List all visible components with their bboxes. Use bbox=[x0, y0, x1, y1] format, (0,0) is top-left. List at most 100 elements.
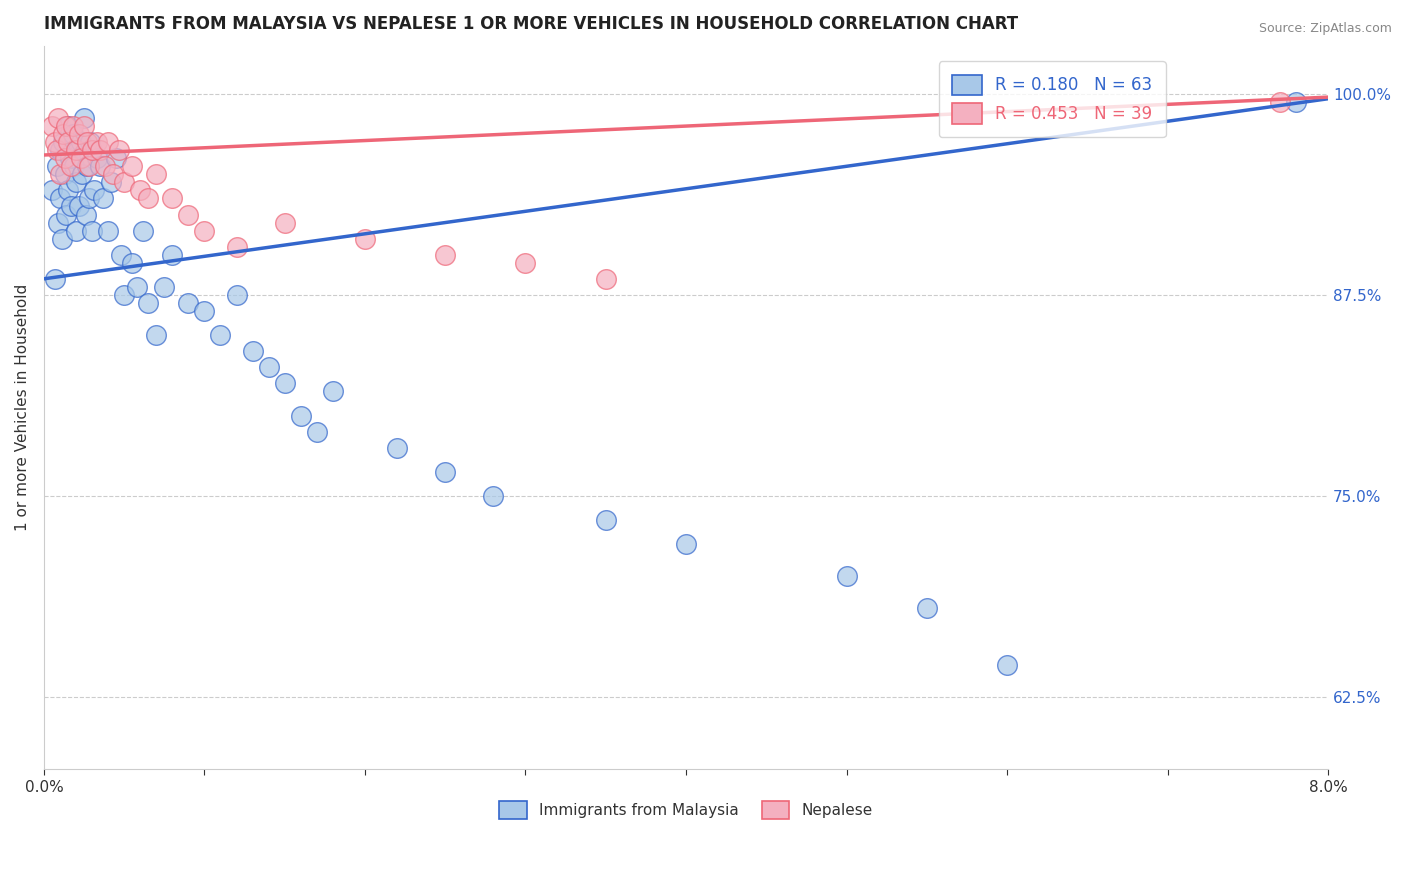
Point bbox=[101, 167, 124, 181]
Point bbox=[51, 232, 73, 246]
Point bbox=[79, 135, 101, 149]
Point bbox=[72, 167, 94, 181]
Point bbox=[595, 272, 617, 286]
Point bbox=[129, 183, 152, 197]
Point bbox=[46, 216, 69, 230]
Point bbox=[434, 465, 457, 479]
Point bbox=[89, 159, 111, 173]
Text: Source: ZipAtlas.com: Source: ZipAtlas.com bbox=[1258, 22, 1392, 36]
Point bbox=[177, 207, 200, 221]
Point bbox=[83, 183, 105, 197]
Point bbox=[515, 256, 537, 270]
Legend: Immigrants from Malaysia, Nepalese: Immigrants from Malaysia, Nepalese bbox=[492, 793, 880, 827]
Point bbox=[67, 199, 90, 213]
Point bbox=[41, 183, 63, 197]
Point bbox=[62, 127, 84, 141]
Y-axis label: 1 or more Vehicles in Household: 1 or more Vehicles in Household bbox=[15, 284, 30, 531]
Point bbox=[482, 489, 505, 503]
Point bbox=[53, 151, 76, 165]
Point bbox=[65, 143, 87, 157]
Point bbox=[97, 135, 120, 149]
Point bbox=[62, 119, 84, 133]
Point bbox=[76, 159, 98, 173]
Point bbox=[67, 127, 90, 141]
Point bbox=[257, 360, 280, 375]
Point bbox=[69, 151, 91, 165]
Point bbox=[915, 601, 938, 615]
Point bbox=[290, 409, 312, 423]
Point bbox=[63, 159, 86, 173]
Point bbox=[49, 143, 72, 157]
Point bbox=[44, 135, 66, 149]
Point bbox=[225, 288, 247, 302]
Point bbox=[80, 224, 103, 238]
Point bbox=[97, 224, 120, 238]
Point bbox=[1285, 95, 1308, 109]
Point bbox=[108, 143, 131, 157]
Point bbox=[75, 207, 97, 221]
Text: IMMIGRANTS FROM MALAYSIA VS NEPALESE 1 OR MORE VEHICLES IN HOUSEHOLD CORRELATION: IMMIGRANTS FROM MALAYSIA VS NEPALESE 1 O… bbox=[44, 15, 1018, 33]
Point bbox=[53, 167, 76, 181]
Point bbox=[193, 224, 215, 238]
Point bbox=[56, 135, 79, 149]
Point bbox=[162, 248, 184, 262]
Point bbox=[56, 183, 79, 197]
Point bbox=[60, 159, 83, 173]
Point bbox=[86, 151, 108, 165]
Point bbox=[44, 272, 66, 286]
Point bbox=[56, 119, 79, 133]
Point bbox=[145, 167, 167, 181]
Point bbox=[66, 143, 89, 157]
Point bbox=[322, 384, 344, 399]
Point bbox=[41, 119, 63, 133]
Point bbox=[46, 111, 69, 125]
Point bbox=[45, 159, 67, 173]
Point bbox=[242, 344, 264, 359]
Point bbox=[65, 175, 87, 189]
Point bbox=[145, 328, 167, 343]
Point bbox=[153, 280, 176, 294]
Point bbox=[225, 240, 247, 254]
Point bbox=[110, 248, 132, 262]
Point bbox=[121, 256, 143, 270]
Point bbox=[60, 199, 83, 213]
Point bbox=[136, 296, 159, 310]
Point bbox=[835, 569, 858, 583]
Point bbox=[354, 232, 377, 246]
Point bbox=[52, 135, 75, 149]
Point bbox=[45, 143, 67, 157]
Point bbox=[86, 135, 108, 149]
Point bbox=[77, 159, 100, 173]
Point bbox=[55, 207, 77, 221]
Point bbox=[112, 175, 135, 189]
Point bbox=[595, 513, 617, 527]
Point bbox=[1268, 95, 1291, 109]
Point bbox=[80, 143, 103, 157]
Point bbox=[162, 191, 184, 205]
Point bbox=[49, 191, 72, 205]
Point bbox=[995, 657, 1018, 672]
Point bbox=[55, 119, 77, 133]
Point bbox=[675, 537, 697, 551]
Point bbox=[52, 127, 75, 141]
Point bbox=[73, 119, 96, 133]
Point bbox=[89, 143, 111, 157]
Point bbox=[105, 151, 128, 165]
Point bbox=[385, 441, 408, 455]
Point bbox=[100, 175, 122, 189]
Point bbox=[209, 328, 232, 343]
Point bbox=[65, 224, 87, 238]
Point bbox=[434, 248, 457, 262]
Point bbox=[112, 288, 135, 302]
Point bbox=[273, 376, 295, 391]
Point bbox=[73, 111, 96, 125]
Point bbox=[273, 216, 295, 230]
Point bbox=[132, 224, 155, 238]
Point bbox=[94, 159, 117, 173]
Point bbox=[121, 159, 143, 173]
Point bbox=[76, 135, 98, 149]
Point bbox=[91, 191, 114, 205]
Point bbox=[177, 296, 200, 310]
Point bbox=[193, 304, 215, 318]
Point bbox=[77, 191, 100, 205]
